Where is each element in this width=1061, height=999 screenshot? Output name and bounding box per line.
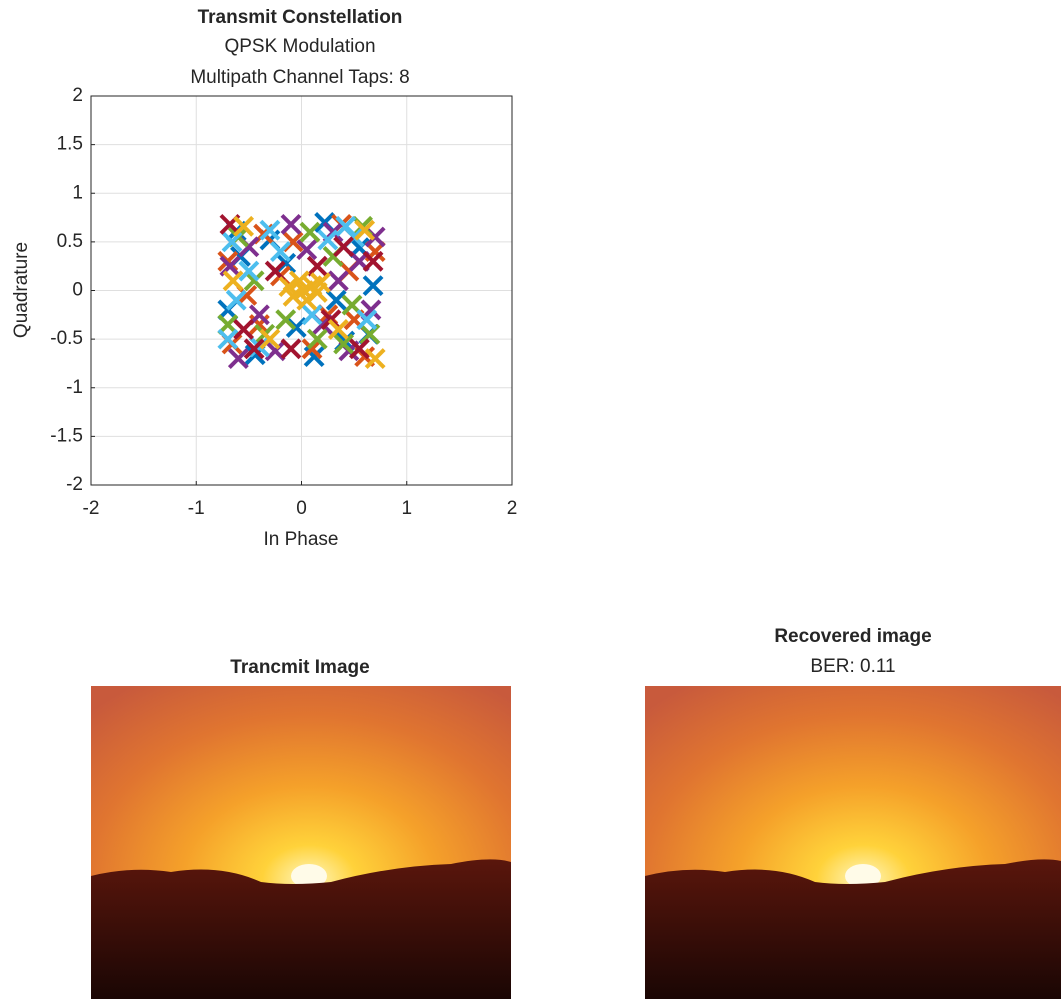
- y-axis-label: Quadrature: [11, 242, 32, 338]
- figure: Transmit Constellation QPSK Modulation M…: [0, 0, 1061, 999]
- x-tick-label: 0: [296, 498, 307, 519]
- y-tick-label: 1: [72, 182, 83, 203]
- x-axis-label: In Phase: [264, 529, 339, 550]
- chart-title: Transmit Constellation: [198, 7, 403, 28]
- y-tick-label: 0: [72, 280, 83, 301]
- y-tick-label: -1: [66, 377, 83, 398]
- y-tick-label: -2: [66, 474, 83, 495]
- page: {"chart_data": [ {"type": "scatter", "ti…: [0, 0, 1061, 999]
- x-tick-label: 2: [507, 498, 518, 519]
- chart-subtitle: Multipath Channel Taps: 8: [190, 67, 409, 88]
- y-tick-label: -0.5: [50, 328, 83, 349]
- x-tick-label: -1: [188, 498, 205, 519]
- y-tick-label: 2: [72, 85, 83, 106]
- image-subtitle: BER: 0.11: [810, 656, 895, 677]
- image-title: Recovered image: [774, 626, 931, 647]
- y-tick-label: -1.5: [50, 425, 83, 446]
- transmit-image: [91, 686, 511, 999]
- plot-area: -2 -1 0 1 2 -2 -1.5 -1 -0.5 0 0.5 1 1.5 2: [50, 85, 517, 519]
- image-title: Trancmit Image: [230, 657, 369, 678]
- y-tick-label: 0.5: [57, 231, 83, 252]
- x-tick-label: 1: [401, 498, 412, 519]
- chart-subtitle: QPSK Modulation: [224, 36, 375, 57]
- recovered-image: [645, 686, 1061, 999]
- x-tick-label: -2: [83, 498, 100, 519]
- y-tick-label: 1.5: [57, 134, 83, 155]
